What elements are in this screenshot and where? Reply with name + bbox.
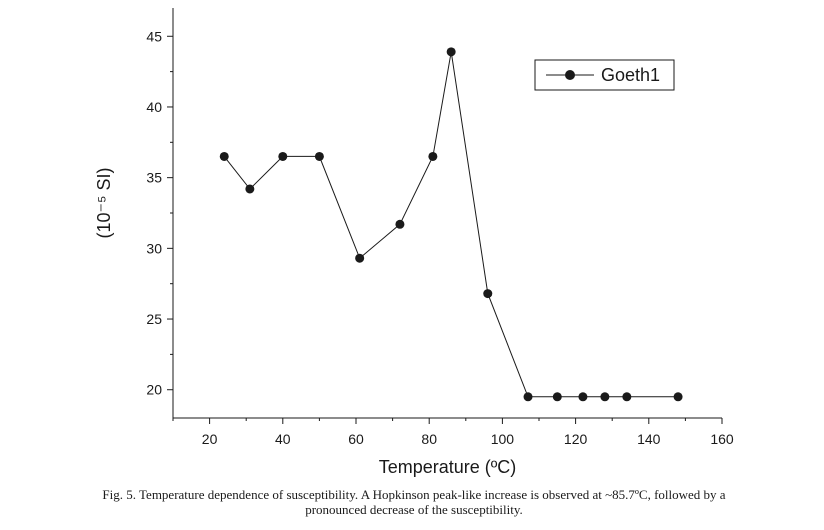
data-point	[278, 151, 288, 161]
x-tick-label: 80	[421, 431, 437, 447]
series-line	[223, 51, 679, 398]
data-point	[355, 253, 365, 263]
data-point	[673, 392, 683, 402]
y-tick-label: 20	[146, 382, 162, 398]
x-tick-label: 60	[348, 431, 364, 447]
data-point	[622, 392, 632, 402]
y-axis-ticks: 20 25 30 35 40 45	[146, 28, 173, 398]
x-tick-label: 20	[202, 431, 218, 447]
y-tick-label: 45	[146, 28, 162, 44]
data-point	[219, 151, 229, 161]
x-axis-ticks: 20 40 60 80 100 120 140 160	[172, 418, 734, 447]
x-tick-label: 140	[637, 431, 661, 447]
data-point	[483, 289, 493, 299]
legend: Goeth1	[534, 59, 675, 91]
x-tick-label: 40	[275, 431, 291, 447]
x-tick-label: 100	[491, 431, 515, 447]
series-goeth1	[219, 47, 683, 402]
y-tick-label: 25	[146, 311, 162, 327]
y-tick-label: 40	[146, 99, 162, 115]
legend-marker	[565, 70, 575, 80]
data-point	[552, 392, 562, 402]
legend-label: Goeth1	[601, 65, 660, 85]
x-axis-title: Temperature (ºC)	[379, 457, 517, 477]
data-point	[600, 392, 610, 402]
x-tick-label: 160	[710, 431, 734, 447]
caption-line-1: Fig. 5. Temperature dependence of suscep…	[102, 487, 726, 502]
caption-line-2: pronounced decrease of the susceptibilit…	[305, 502, 523, 517]
figure-caption: Fig. 5. Temperature dependence of suscep…	[10, 487, 818, 517]
susceptibility-chart: 20 40 60 80 100 120 140 160 20 25 30 35 40 45 Temper…	[94, 8, 734, 477]
data-point	[395, 219, 405, 229]
data-point	[428, 151, 438, 161]
y-tick-label: 35	[146, 170, 162, 186]
data-point	[446, 47, 456, 57]
data-point	[314, 151, 324, 161]
data-point	[523, 392, 533, 402]
x-tick-label: 120	[564, 431, 588, 447]
y-axis-title: (10⁻⁵ SI)	[94, 168, 114, 239]
y-tick-label: 30	[146, 240, 162, 256]
data-point	[245, 184, 255, 194]
data-point	[578, 392, 588, 402]
